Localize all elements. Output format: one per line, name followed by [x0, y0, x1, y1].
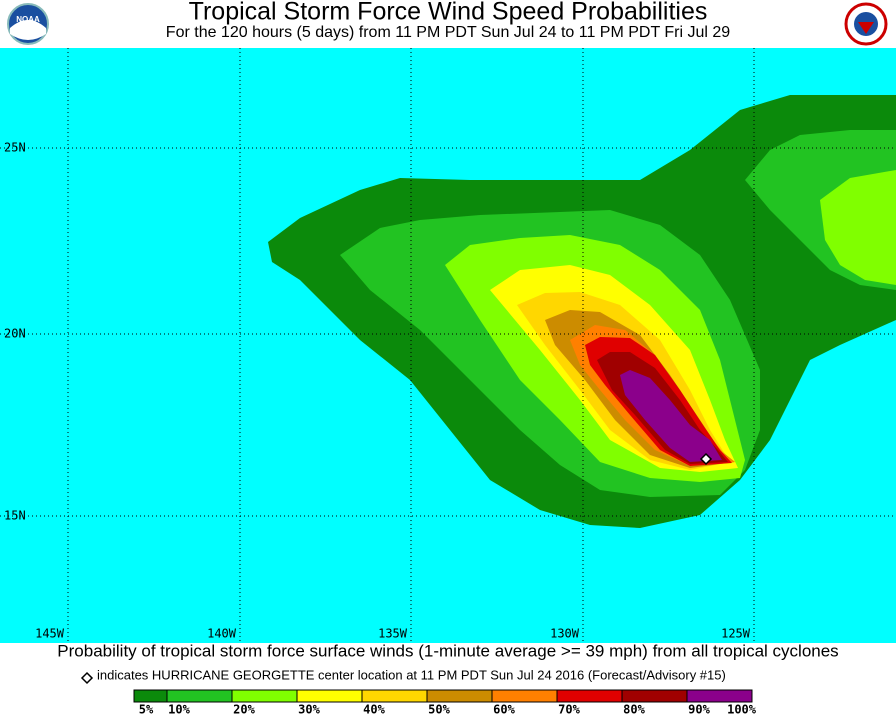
lon-label: 135W — [378, 627, 408, 641]
lat-label: 25N — [4, 141, 26, 155]
legend-label: 90% — [688, 703, 710, 716]
legend-swatch — [166, 689, 233, 703]
legend-label: 30% — [298, 703, 320, 716]
legend-swatch — [231, 689, 298, 703]
contour-90 — [620, 370, 722, 462]
legend-swatch — [361, 689, 428, 703]
logo-text: NOAA — [16, 15, 40, 24]
legend-swatch — [296, 689, 363, 703]
legend-label: 5% — [139, 703, 154, 716]
legend-swatch — [133, 689, 168, 703]
subtitle: For the 120 hours (5 days) from 11 PM PD… — [166, 24, 730, 41]
map: 25N 20N 15N 145W 140W 135W 130W 125W — [0, 48, 896, 643]
legend-label: 20% — [233, 703, 255, 716]
legend-label: 100% — [727, 703, 757, 716]
caption: Probability of tropical storm force surf… — [57, 641, 838, 660]
grid: 25N 20N 15N 145W 140W 135W 130W 125W — [0, 48, 896, 643]
legend-swatch — [491, 689, 558, 703]
legend-swatch — [556, 689, 623, 703]
legend-label: 50% — [428, 703, 450, 716]
logo-noaa: NOAA — [7, 3, 49, 45]
logo-nws — [844, 2, 888, 46]
lat-label: 15N — [4, 509, 26, 523]
lat-label: 20N — [4, 327, 26, 341]
lon-label: 130W — [550, 627, 580, 641]
storm-center — [699, 452, 713, 466]
legend-label: 10% — [168, 703, 190, 716]
title: Tropical Storm Force Wind Speed Probabil… — [189, 0, 708, 26]
legend-swatch — [426, 689, 493, 703]
legend-swatch — [621, 689, 688, 703]
note-diamond — [80, 671, 94, 685]
legend-label: 40% — [363, 703, 385, 716]
legend-swatch — [686, 689, 753, 703]
legend-label: 80% — [623, 703, 645, 716]
legend-label: 60% — [493, 703, 515, 716]
note: indicates HURRICANE GEORGETTE center loc… — [97, 667, 726, 682]
contour-20 — [820, 170, 896, 285]
lon-label: 145W — [35, 627, 65, 641]
lon-label: 125W — [721, 627, 751, 641]
legend: 5% 10% 20% 30% 40% 50% 60% 70% 80% 90% 100% — [133, 689, 757, 716]
lon-label: 140W — [207, 627, 237, 641]
legend-label: 70% — [558, 703, 580, 716]
